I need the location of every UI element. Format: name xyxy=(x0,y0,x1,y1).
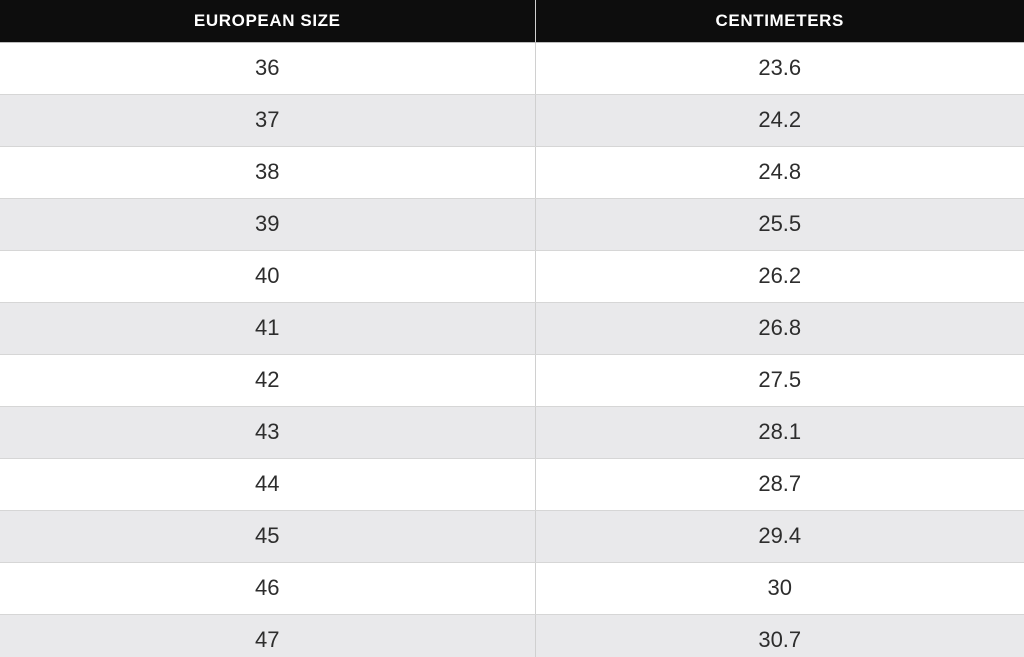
column-header-european-size: EUROPEAN SIZE xyxy=(0,0,535,43)
european-size-cell: 47 xyxy=(0,614,535,657)
table-body: 36 23.6 37 24.2 38 24.8 39 25.5 40 26.2 41 26.8 42 27… xyxy=(0,42,1024,657)
table-row: 45 29.4 xyxy=(0,510,1024,563)
european-size-cell: 40 xyxy=(0,250,535,303)
centimeters-cell: 29.4 xyxy=(534,510,1024,563)
centimeters-cell: 24.8 xyxy=(534,146,1024,199)
centimeters-cell: 24.2 xyxy=(534,94,1024,147)
table-row: 39 25.5 xyxy=(0,198,1024,251)
centimeters-cell: 27.5 xyxy=(534,354,1024,407)
table-row: 42 27.5 xyxy=(0,354,1024,407)
table-row: 43 28.1 xyxy=(0,406,1024,459)
european-size-cell: 37 xyxy=(0,94,535,147)
european-size-cell: 38 xyxy=(0,146,535,199)
european-size-cell: 41 xyxy=(0,302,535,355)
european-size-cell: 36 xyxy=(0,42,535,95)
european-size-cell: 39 xyxy=(0,198,535,251)
column-header-centimeters: CENTIMETERS xyxy=(534,0,1024,43)
table-row: 41 26.8 xyxy=(0,302,1024,355)
table-header: EUROPEAN SIZE CENTIMETERS xyxy=(0,0,1024,43)
centimeters-cell: 26.2 xyxy=(534,250,1024,303)
centimeters-cell: 28.1 xyxy=(534,406,1024,459)
table-row: 40 26.2 xyxy=(0,250,1024,303)
header-row: EUROPEAN SIZE CENTIMETERS xyxy=(0,0,1024,43)
centimeters-cell: 26.8 xyxy=(534,302,1024,355)
european-size-cell: 46 xyxy=(0,562,535,615)
european-size-cell: 43 xyxy=(0,406,535,459)
table-row: 47 30.7 xyxy=(0,614,1024,657)
table-row: 36 23.6 xyxy=(0,42,1024,95)
table-row: 44 28.7 xyxy=(0,458,1024,511)
centimeters-cell: 25.5 xyxy=(534,198,1024,251)
table-row: 38 24.8 xyxy=(0,146,1024,199)
table-row: 37 24.2 xyxy=(0,94,1024,147)
centimeters-cell: 23.6 xyxy=(534,42,1024,95)
european-size-cell: 44 xyxy=(0,458,535,511)
european-size-cell: 45 xyxy=(0,510,535,563)
centimeters-cell: 30.7 xyxy=(534,614,1024,657)
european-size-cell: 42 xyxy=(0,354,535,407)
centimeters-cell: 30 xyxy=(534,562,1024,615)
centimeters-cell: 28.7 xyxy=(534,458,1024,511)
table-row: 46 30 xyxy=(0,562,1024,615)
